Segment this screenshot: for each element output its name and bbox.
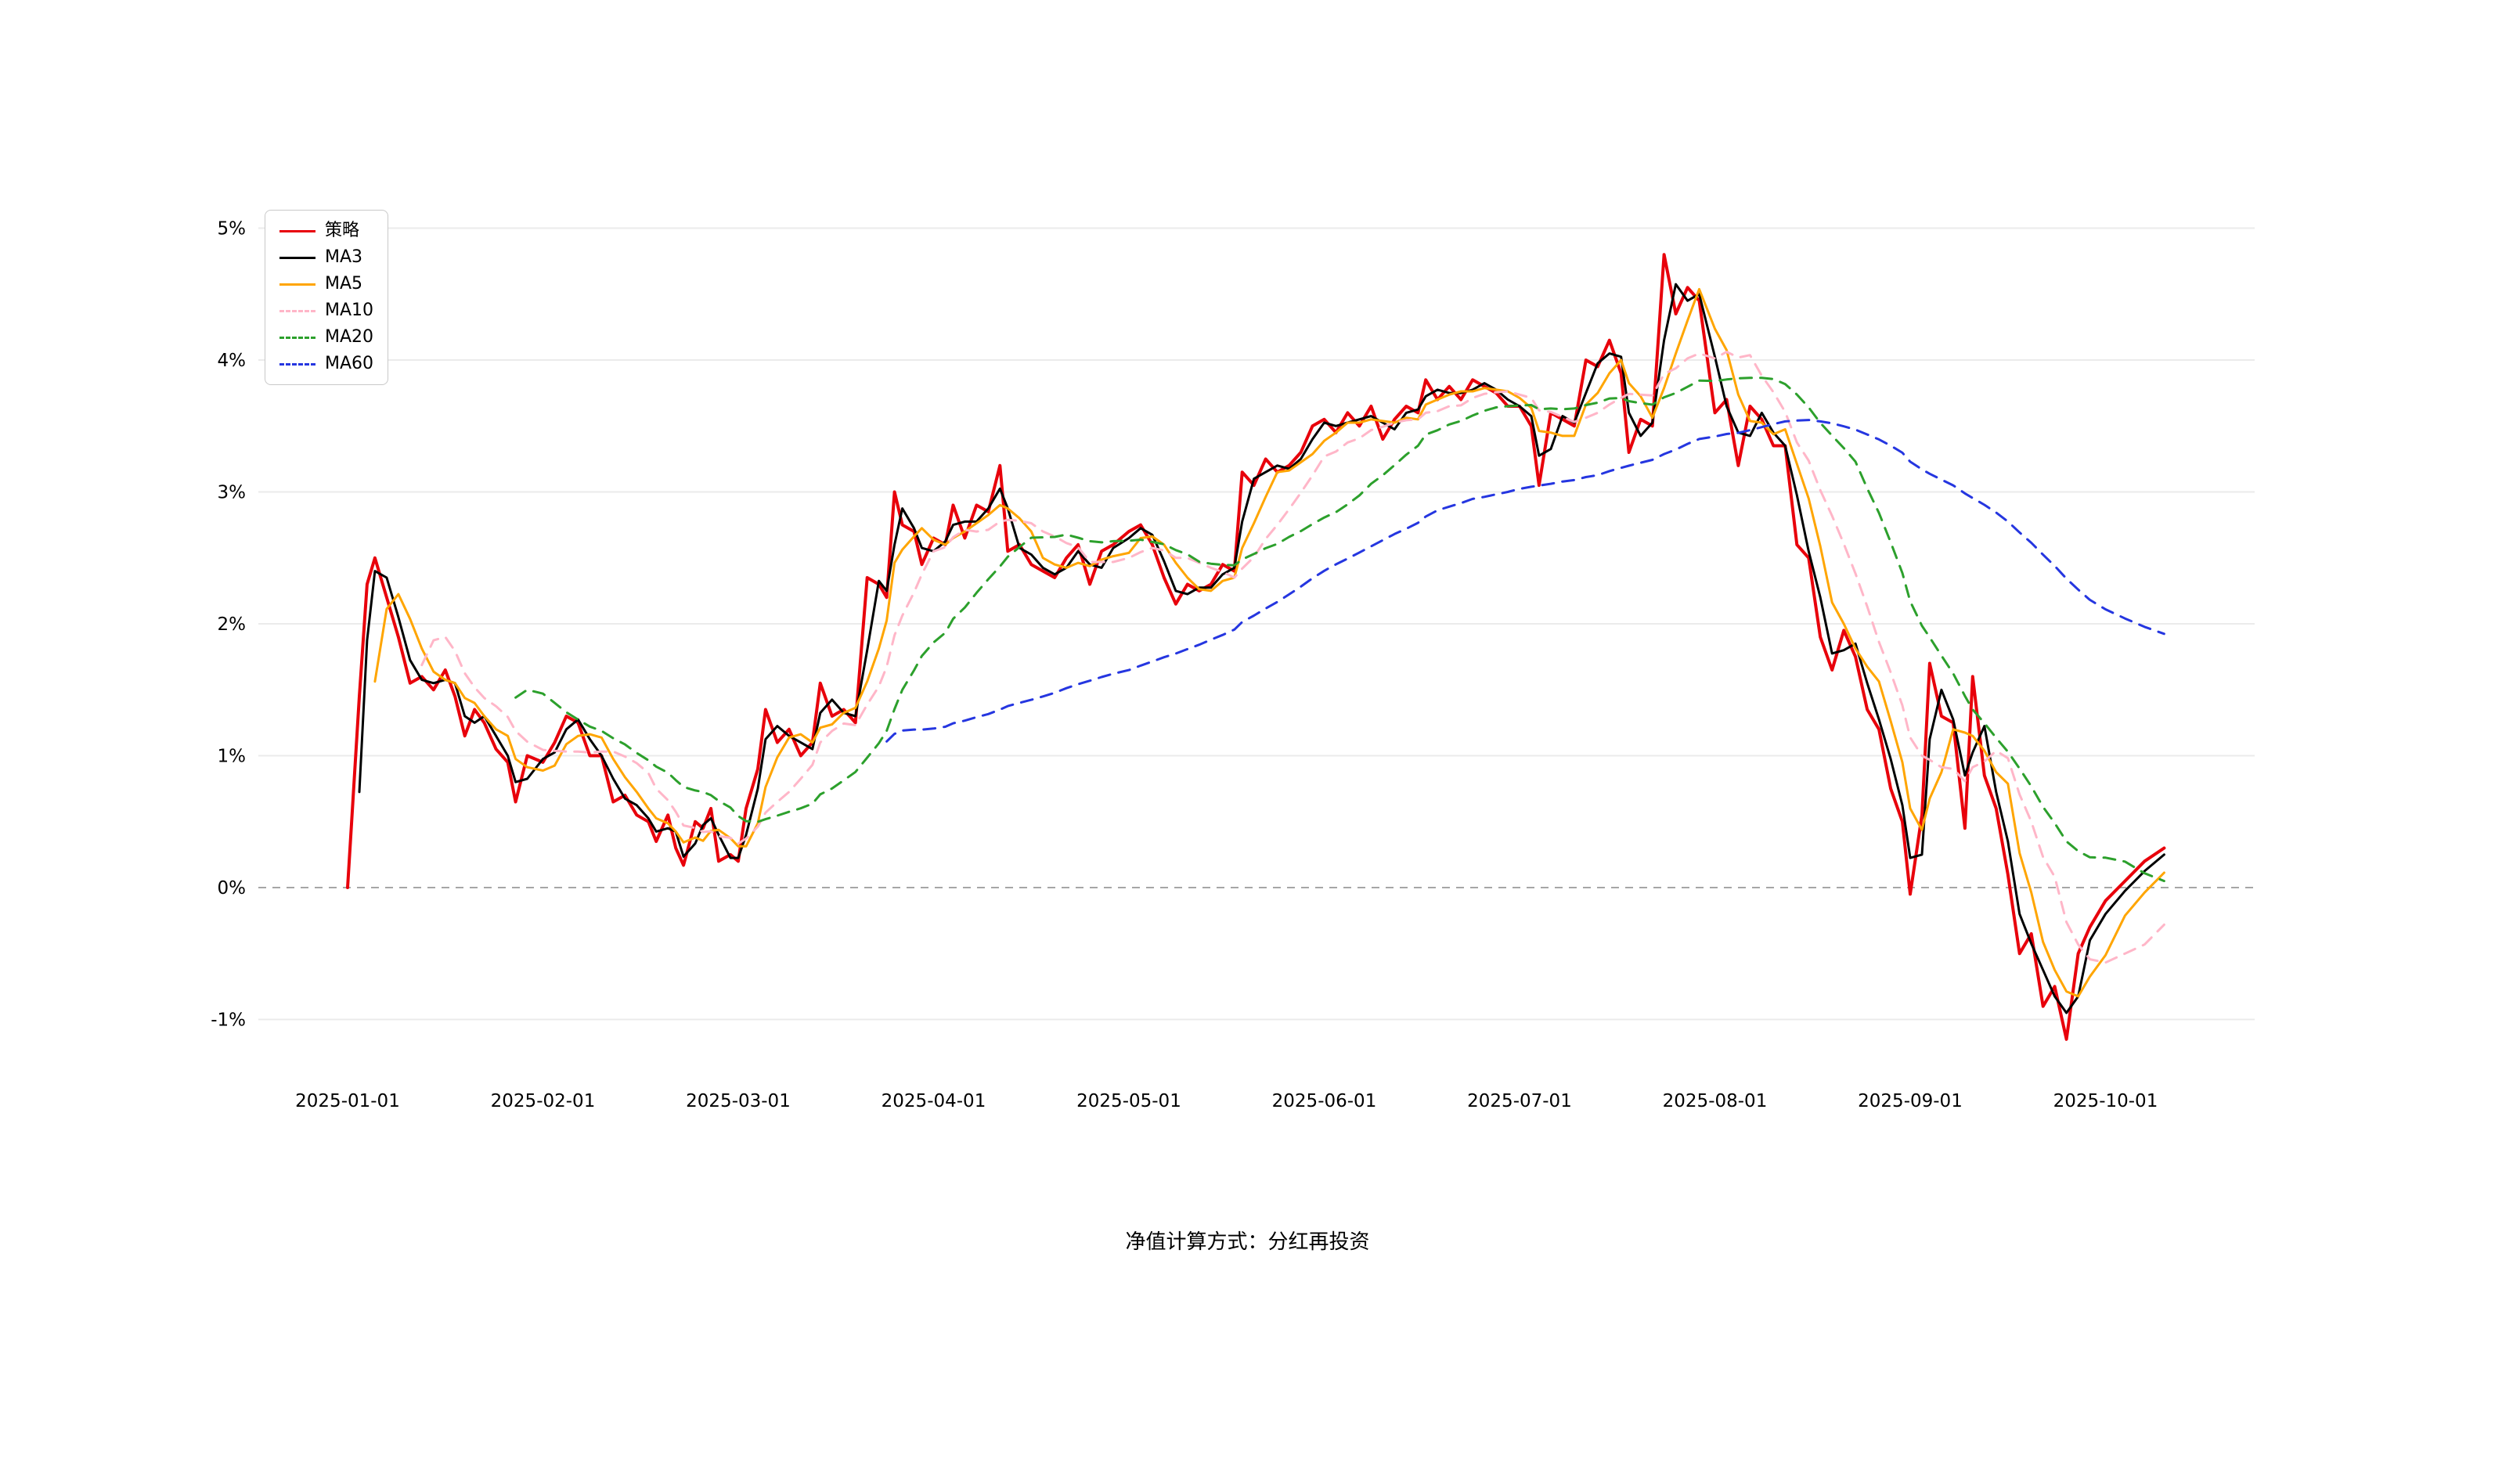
legend-item-strategy: 策略 <box>279 220 373 242</box>
legend-swatch-ma60 <box>279 362 315 366</box>
series-line-ma10 <box>420 351 2165 964</box>
y-tick-label: 2% <box>218 614 247 635</box>
legend-item-ma20: MA20 <box>279 326 373 348</box>
chart-caption: 净值计算方式：分红再投资 <box>1125 1230 1370 1254</box>
legend-label-strategy: 策略 <box>325 221 360 240</box>
legend-item-ma60: MA60 <box>279 353 373 375</box>
legend-label-ma10: MA10 <box>325 301 374 320</box>
series-line-ma5 <box>373 287 2165 998</box>
x-tick-label: 2025-08-01 <box>1663 1091 1768 1111</box>
chart-legend: 策略 MA3 MA5 MA10 MA20 MA60 <box>265 210 389 385</box>
series-line-ma20 <box>514 376 2165 883</box>
x-tick-label: 2025-06-01 <box>1272 1091 1377 1111</box>
legend-item-ma10: MA10 <box>279 300 373 322</box>
legend-item-ma3: MA3 <box>279 247 373 268</box>
series-line-ma3 <box>358 283 2165 1014</box>
legend-swatch-strategy <box>279 229 315 232</box>
legend-label-ma60: MA60 <box>325 354 374 373</box>
legend-swatch-ma10 <box>279 309 315 312</box>
y-tick-label: 1% <box>218 747 247 767</box>
x-tick-label: 2025-10-01 <box>2053 1091 2158 1111</box>
legend-swatch-ma5 <box>279 283 315 286</box>
x-tick-label: 2025-02-01 <box>491 1091 596 1111</box>
series-line-strategy <box>346 253 2166 1041</box>
legend-label-ma3: MA3 <box>325 247 363 267</box>
legend-label-ma5: MA5 <box>325 274 363 294</box>
legend-label-ma20: MA20 <box>325 327 374 347</box>
x-tick-label: 2025-01-01 <box>295 1091 400 1111</box>
y-tick-label: -1% <box>211 1010 246 1031</box>
series-line-ma60 <box>885 419 2165 743</box>
legend-swatch-ma20 <box>279 336 315 339</box>
legend-item-ma5: MA5 <box>279 273 373 295</box>
x-tick-label: 2025-07-01 <box>1467 1091 1572 1111</box>
legend-swatch-ma3 <box>279 256 315 259</box>
y-tick-label: 5% <box>218 219 247 240</box>
x-tick-label: 2025-09-01 <box>1858 1091 1963 1111</box>
x-tick-label: 2025-04-01 <box>882 1091 986 1111</box>
x-tick-label: 2025-03-01 <box>686 1091 791 1111</box>
y-tick-label: 4% <box>218 351 247 371</box>
y-tick-label: 0% <box>218 878 247 899</box>
x-tick-label: 2025-05-01 <box>1076 1091 1181 1111</box>
y-tick-label: 3% <box>218 483 247 503</box>
